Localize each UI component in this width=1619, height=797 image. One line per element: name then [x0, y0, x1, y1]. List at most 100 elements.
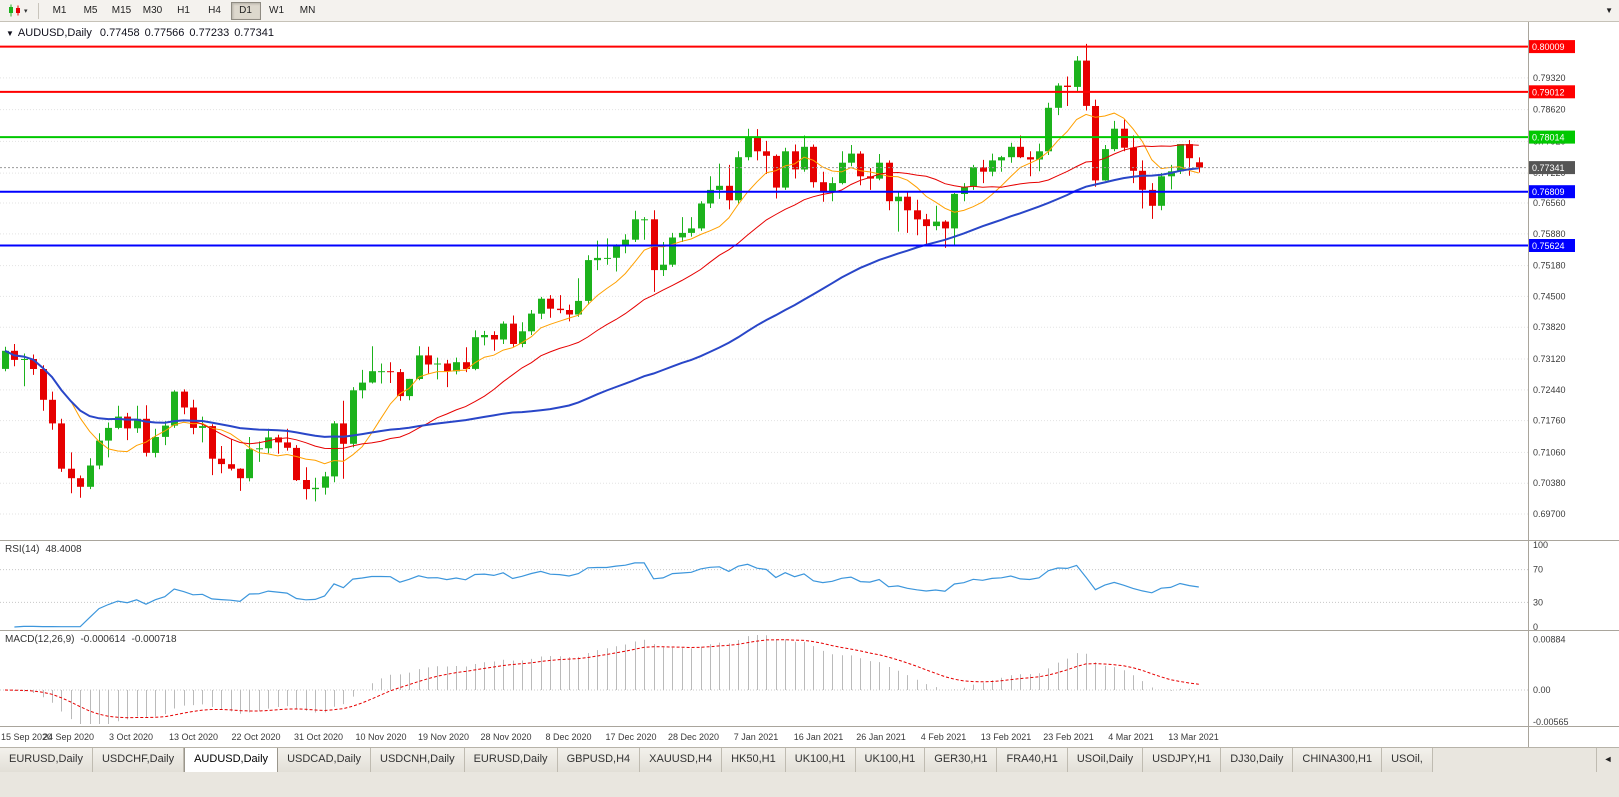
- timeframe-group: M1 M5 M15 M30 H1 H4 D1 W1 MN: [45, 1, 323, 20]
- chart-type-button[interactable]: ▾: [3, 2, 32, 19]
- ohlc-open: 0.77458: [99, 27, 140, 39]
- bottom-tab-usdcad-daily[interactable]: USDCAD,Daily: [278, 748, 372, 772]
- price-tag: [1529, 40, 1575, 54]
- timeframe-button-m5[interactable]: M5: [83, 4, 98, 16]
- svg-text:0.73120: 0.73120: [1533, 354, 1566, 364]
- bottom-tab-usdchf-daily[interactable]: USDCHF,Daily: [92, 748, 185, 772]
- bottom-tab-uk100-h1[interactable]: UK100,H1: [855, 748, 926, 772]
- svg-text:0.73820: 0.73820: [1533, 322, 1566, 332]
- price-tag: [1529, 185, 1575, 199]
- ma-slow: [4, 167, 1199, 438]
- toolbar-overflow-icon[interactable]: ▼: [1605, 6, 1613, 15]
- bottom-tab-eurusd-daily[interactable]: EURUSD,Daily: [464, 748, 558, 772]
- ohlc-high: 0.77566: [144, 27, 185, 39]
- price-tag: [1529, 161, 1575, 175]
- svg-text:13 Mar 2021: 13 Mar 2021: [1168, 732, 1219, 742]
- svg-text:0.78620: 0.78620: [1533, 105, 1566, 115]
- svg-text:28 Dec 2020: 28 Dec 2020: [668, 732, 719, 742]
- svg-text:0.76560: 0.76560: [1533, 198, 1566, 208]
- timeframe-button-h4[interactable]: H4: [208, 4, 221, 16]
- bottom-tab-china300-h1[interactable]: CHINA300,H1: [1293, 748, 1383, 772]
- bottom-tab-usdcnh-daily[interactable]: USDCNH,Daily: [371, 748, 465, 772]
- svg-text:0.75624: 0.75624: [1532, 241, 1565, 251]
- svg-text:30: 30: [1533, 597, 1543, 607]
- timeframe-button-mn[interactable]: MN: [299, 4, 316, 16]
- bottom-tab-ger30-h1[interactable]: GER30,H1: [925, 748, 998, 772]
- tab-scroll-left-icon: ◄: [1603, 754, 1613, 764]
- macd-main-value: -0.000614: [80, 634, 126, 645]
- bottom-tab-uk100-h1[interactable]: UK100,H1: [785, 748, 856, 772]
- bottom-tab-usoil-daily[interactable]: USOil,Daily: [1067, 748, 1144, 772]
- svg-text:23 Feb 2021: 23 Feb 2021: [1043, 732, 1094, 742]
- bottom-tab-xauusd-h4[interactable]: XAUUSD,H4: [640, 748, 723, 772]
- svg-text:13 Feb 2021: 13 Feb 2021: [981, 732, 1032, 742]
- svg-text:22 Oct 2020: 22 Oct 2020: [231, 732, 280, 742]
- macd-signal-value: -0.000718: [131, 634, 177, 645]
- timeframe-button-d1[interactable]: D1: [230, 1, 261, 20]
- svg-text:-0.00565: -0.00565: [1533, 717, 1569, 727]
- bottom-tab-audusd-daily[interactable]: AUDUSD,Daily: [184, 748, 279, 772]
- svg-text:0.74500: 0.74500: [1533, 291, 1566, 301]
- bottom-tab-gbpusd-h4[interactable]: GBPUSD,H4: [557, 748, 641, 772]
- price-tag: [1529, 85, 1575, 99]
- macd-pane: 0.00884 0.00 -0.00565: [0, 635, 1569, 727]
- svg-text:4 Mar 2021: 4 Mar 2021: [1108, 732, 1154, 742]
- svg-text:13 Oct 2020: 13 Oct 2020: [169, 732, 218, 742]
- bottom-tab-usoil-[interactable]: USOil,: [1382, 748, 1433, 772]
- candlestick-series: [2, 43, 1203, 502]
- bottom-tab-usdjpy-h1[interactable]: USDJPY,H1: [1143, 748, 1222, 772]
- chart-symbol-label: AUDUSD,Daily: [17, 27, 92, 39]
- bottom-tab-fra40-h1[interactable]: FRA40,H1: [997, 748, 1068, 772]
- tab-scroll-left-button[interactable]: ◄: [1596, 748, 1619, 772]
- svg-text:4 Feb 2021: 4 Feb 2021: [921, 732, 967, 742]
- pane-separators: [0, 22, 1619, 747]
- rsi-indicator-label: RSI(14) 48.4008: [5, 544, 82, 555]
- collapse-triangle-icon[interactable]: ▼: [6, 29, 14, 38]
- bottom-tab-hk50-h1[interactable]: HK50,H1: [722, 748, 786, 772]
- ohlc-close: 0.77341: [234, 27, 274, 39]
- moving-averages: [4, 112, 1199, 465]
- toolbar-separator: [37, 2, 39, 19]
- timeframe-button-m1[interactable]: M1: [52, 4, 67, 16]
- svg-text:0.78014: 0.78014: [1532, 133, 1565, 143]
- chart-background: [0, 22, 1619, 747]
- ma-mid: [4, 144, 1199, 450]
- svg-text:0: 0: [1533, 622, 1538, 632]
- svg-text:0.72440: 0.72440: [1533, 385, 1566, 395]
- timeframe-button-w1[interactable]: W1: [269, 4, 285, 16]
- svg-text:0.80009: 0.80009: [1532, 42, 1565, 52]
- svg-text:24 Sep 2020: 24 Sep 2020: [43, 732, 94, 742]
- svg-text:15 Sep 2020: 15 Sep 2020: [1, 732, 52, 742]
- timeframe-button-m30[interactable]: M30: [142, 4, 163, 16]
- timeframe-button-h1[interactable]: H1: [177, 4, 190, 16]
- svg-text:0.75880: 0.75880: [1533, 229, 1566, 239]
- svg-text:0.79012: 0.79012: [1532, 87, 1565, 97]
- svg-text:70: 70: [1533, 565, 1543, 575]
- svg-text:3 Oct 2020: 3 Oct 2020: [109, 732, 153, 742]
- svg-text:0.71060: 0.71060: [1533, 447, 1566, 457]
- svg-text:10 Nov 2020: 10 Nov 2020: [355, 732, 406, 742]
- svg-text:31 Oct 2020: 31 Oct 2020: [294, 732, 343, 742]
- svg-text:0.69700: 0.69700: [1533, 509, 1566, 519]
- svg-text:0.00: 0.00: [1533, 685, 1551, 695]
- svg-text:28 Nov 2020: 28 Nov 2020: [480, 732, 531, 742]
- timeframe-button-m15[interactable]: M15: [111, 4, 132, 16]
- svg-text:26 Jan 2021: 26 Jan 2021: [856, 732, 906, 742]
- bottom-tab-dj30-daily[interactable]: DJ30,Daily: [1221, 748, 1294, 772]
- svg-text:16 Jan 2021: 16 Jan 2021: [794, 732, 844, 742]
- macd-indicator-label: MACD(12,26,9) -0.000614 -0.000718: [5, 634, 177, 645]
- ohlc-low: 0.77233: [189, 27, 230, 39]
- svg-text:0.75180: 0.75180: [1533, 261, 1566, 271]
- horizontal-lines: 0.80009 0.79012 0.78014 0.76809 0.75624 0.773…: [0, 40, 1575, 252]
- svg-text:8 Dec 2020: 8 Dec 2020: [545, 732, 591, 742]
- svg-text:7 Jan 2021: 7 Jan 2021: [734, 732, 779, 742]
- svg-text:100: 100: [1533, 540, 1548, 550]
- bottom-tab-eurusd-daily[interactable]: EURUSD,Daily: [0, 748, 93, 772]
- svg-text:17 Dec 2020: 17 Dec 2020: [605, 732, 656, 742]
- svg-text:0.77341: 0.77341: [1532, 163, 1565, 173]
- rsi-pane: 100 70 30 0: [0, 540, 1548, 632]
- chart-tab-bar: EURUSD,Daily USDCHF,Daily AUDUSD,Daily USDC…: [0, 747, 1619, 772]
